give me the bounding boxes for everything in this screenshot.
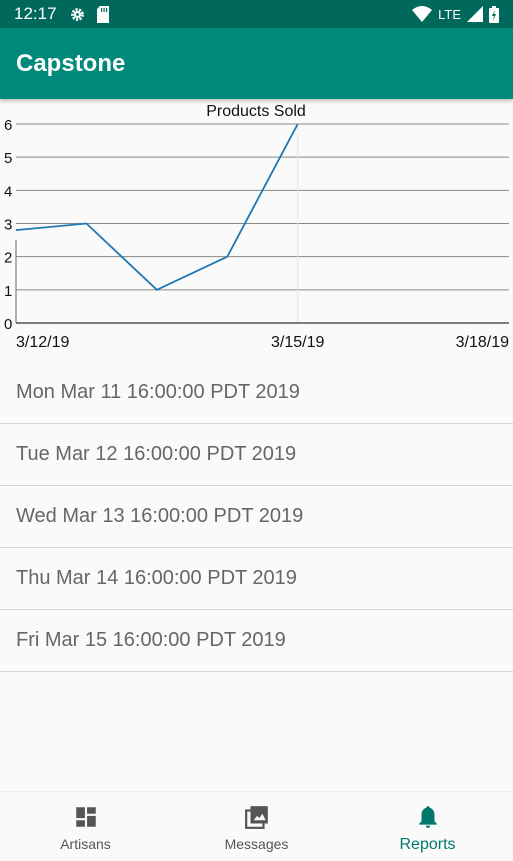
sd-card-icon [96, 5, 109, 23]
list-item[interactable]: Tue Mar 12 16:00:00 PDT 2019 [0, 424, 513, 486]
list-item[interactable]: Mon Mar 11 16:00:00 PDT 2019 [0, 362, 513, 424]
bottom-navigation: Artisans Messages Reports [0, 791, 513, 861]
chart-title: Products Sold [206, 103, 306, 120]
y-tick-label: 6 [4, 117, 12, 134]
y-tick-label: 5 [4, 150, 12, 167]
products-sold-chart: Products Sold 0 1 2 3 4 5 6 3/12/19 3/15/19 3/18/1… [4, 103, 509, 351]
bell-icon [415, 804, 441, 830]
photo-library-icon [244, 804, 270, 830]
status-bar: 12:17 LTE [0, 0, 513, 28]
dashboard-icon [73, 804, 99, 830]
nav-item-reports[interactable]: Reports [342, 792, 513, 861]
nav-item-label: Messages [224, 836, 289, 852]
y-tick-label: 4 [4, 183, 12, 200]
y-tick-label: 1 [4, 283, 12, 300]
network-type: LTE [438, 6, 461, 22]
series-line [15, 123, 299, 291]
y-tick-label: 2 [4, 250, 12, 267]
battery-icon [489, 5, 499, 23]
list-item-date: Mon Mar 11 16:00:00 PDT 2019 [16, 381, 300, 403]
list-item[interactable]: Thu Mar 14 16:00:00 PDT 2019 [0, 548, 513, 610]
nav-item-label: Reports [399, 836, 456, 853]
app-bar: Capstone [0, 28, 513, 99]
list-item[interactable]: Fri Mar 15 16:00:00 PDT 2019 [0, 610, 513, 672]
list-item-date: Tue Mar 12 16:00:00 PDT 2019 [16, 443, 297, 465]
list-item-date: Fri Mar 15 16:00:00 PDT 2019 [16, 629, 286, 651]
gear-icon [70, 7, 84, 21]
nav-item-artisans[interactable]: Artisans [0, 792, 171, 861]
x-tick-label: 3/18/19 [456, 334, 509, 351]
nav-item-messages[interactable]: Messages [171, 792, 342, 861]
report-date-list: Mon Mar 11 16:00:00 PDT 2019 Tue Mar 12 1… [0, 362, 513, 672]
x-tick-label: 3/12/19 [16, 334, 69, 351]
nav-item-label: Artisans [60, 836, 111, 852]
list-item[interactable]: Wed Mar 13 16:00:00 PDT 2019 [0, 486, 513, 548]
list-item-date: Thu Mar 14 16:00:00 PDT 2019 [16, 567, 297, 589]
status-time: 12:17 [14, 4, 57, 23]
x-tick-label: 3/15/19 [271, 334, 324, 351]
list-item-date: Wed Mar 13 16:00:00 PDT 2019 [16, 505, 304, 527]
wifi-icon [412, 6, 433, 22]
y-tick-label: 0 [4, 316, 12, 333]
signal-icon [467, 6, 483, 22]
y-tick-label: 3 [4, 217, 12, 234]
app-title: Capstone [16, 49, 126, 77]
